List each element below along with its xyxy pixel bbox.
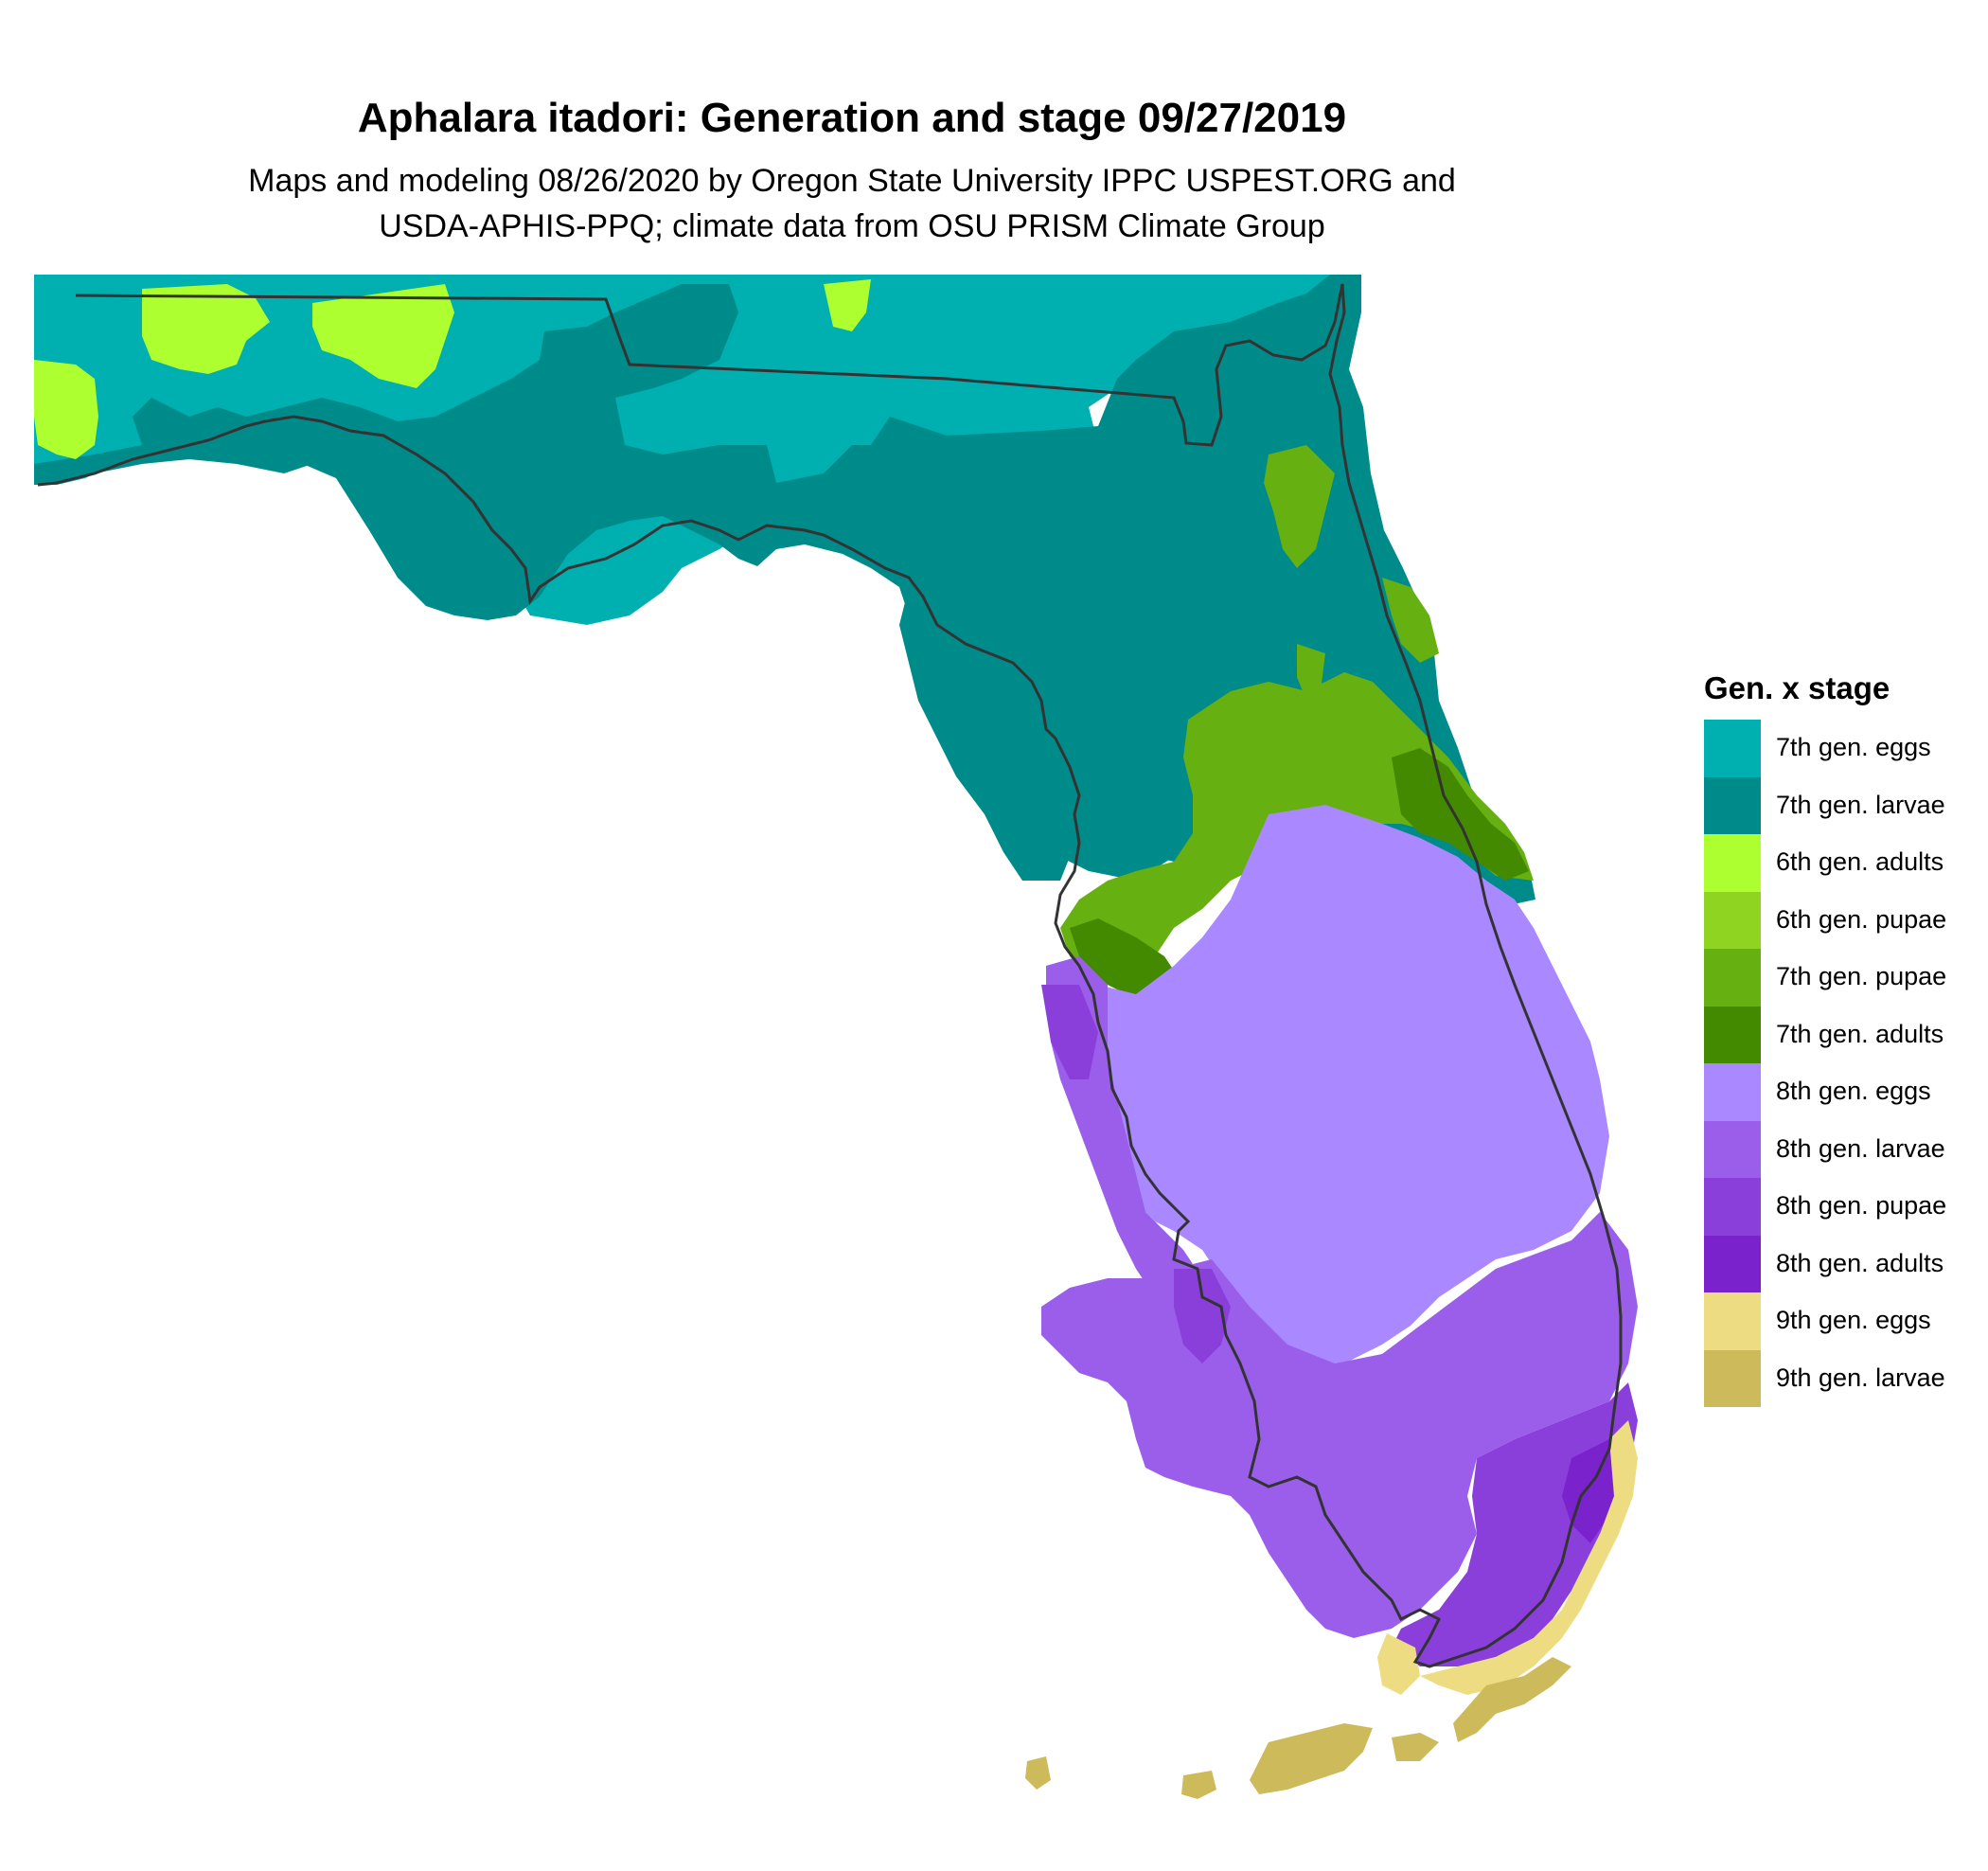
region-9th-larvae-keys-b bbox=[1392, 1733, 1439, 1761]
region-9th-larvae-keys-west bbox=[1181, 1771, 1216, 1799]
legend-swatch bbox=[1704, 1349, 1761, 1407]
legend-swatch bbox=[1704, 776, 1761, 834]
legend-swatch bbox=[1704, 1178, 1761, 1236]
legend-label: 8th gen. eggs bbox=[1776, 1077, 1931, 1105]
legend-label: 7th gen. eggs bbox=[1776, 733, 1931, 761]
legend-label: 6th gen. adults bbox=[1776, 847, 1944, 876]
legend-swatch bbox=[1704, 949, 1761, 1007]
region-7th-adults-northeast bbox=[1392, 748, 1529, 881]
map-title: Aphalara itadori: Generation and stage 0… bbox=[357, 95, 1347, 141]
legend-swatch bbox=[1704, 1235, 1761, 1292]
region-6th-adults-b bbox=[312, 284, 454, 388]
region-9th-eggs-se bbox=[1420, 1420, 1638, 1695]
region-8th-eggs bbox=[1089, 805, 1609, 1363]
region-8th-pupae-sw bbox=[1174, 1269, 1231, 1363]
legend-title: Gen. x stage bbox=[1704, 670, 1890, 705]
region-6th-adults-c bbox=[824, 279, 871, 331]
region-9th-larvae-dry-tortugas bbox=[1025, 1756, 1051, 1790]
region-8th-larvae-west-coast bbox=[1046, 956, 1273, 1382]
legend-label: 8th gen. adults bbox=[1776, 1248, 1944, 1277]
legend-label: 6th gen. pupae bbox=[1776, 904, 1947, 934]
region-8th-adults bbox=[1562, 1439, 1619, 1543]
legend-label: 7th gen. adults bbox=[1776, 1019, 1944, 1048]
legend-swatch bbox=[1704, 1120, 1761, 1178]
legend-swatch bbox=[1704, 1006, 1761, 1063]
legend-label: 9th gen. larvae bbox=[1776, 1363, 1945, 1392]
florida-state-outline bbox=[37, 283, 1623, 1668]
region-6th-adults-a bbox=[142, 284, 270, 374]
legend-swatch bbox=[1704, 1063, 1761, 1121]
region-8th-pupae-bay bbox=[1041, 985, 1098, 1079]
map-subtitle-line-2: USDA-APHIS-PPQ; climate data from OSU PR… bbox=[379, 208, 1325, 244]
region-7th-pupae-east bbox=[1382, 578, 1439, 663]
legend-label: 8th gen. larvae bbox=[1776, 1133, 1945, 1163]
legend-label: 8th gen. pupae bbox=[1776, 1191, 1947, 1220]
legend-label: 7th gen. pupae bbox=[1776, 962, 1947, 990]
legend-label: 7th gen. larvae bbox=[1776, 790, 1945, 819]
region-8th-pupae bbox=[1392, 1382, 1638, 1666]
region-9th-larvae-keys-mid bbox=[1250, 1723, 1373, 1794]
legend-label: 9th gen. eggs bbox=[1776, 1306, 1931, 1334]
legend-swatch bbox=[1704, 891, 1761, 949]
region-6th-adults-west bbox=[34, 360, 98, 459]
map-subtitle-line-1: Maps and modeling 08/26/2020 by Oregon S… bbox=[248, 163, 1456, 199]
legend-swatch bbox=[1704, 834, 1761, 892]
florida-stage-map bbox=[34, 275, 1638, 1799]
region-7th-pupae-ocala bbox=[1297, 644, 1325, 701]
legend-swatch bbox=[1704, 1292, 1761, 1350]
region-west-coast-larvae bbox=[34, 440, 312, 485]
legend-swatch bbox=[1704, 720, 1761, 777]
region-7th-pupae-gainesville bbox=[1264, 445, 1335, 568]
region-9th-larvae-keys-east bbox=[1453, 1657, 1571, 1742]
region-9th-eggs-cape bbox=[1377, 1633, 1420, 1695]
